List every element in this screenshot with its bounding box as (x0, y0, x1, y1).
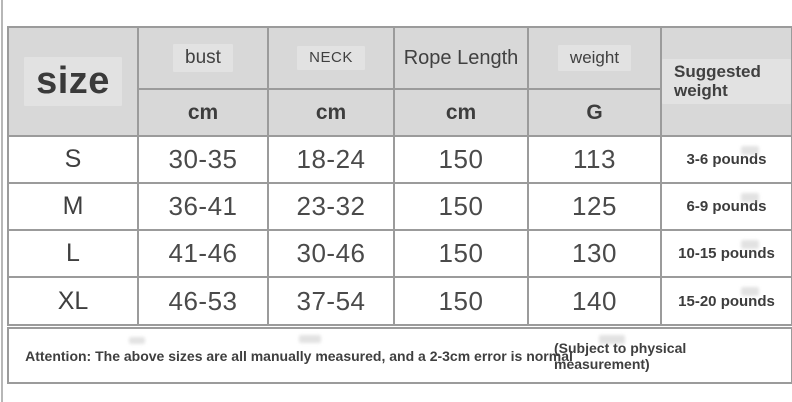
table-row-m-bust: 36-41 (139, 184, 269, 231)
table-row-s-bust: 30-35 (139, 137, 269, 184)
table-row-s-suggested: 3-6 pounds (662, 137, 791, 184)
table-row-s-neck: 18-24 (269, 137, 395, 184)
cell-weight: 130 (572, 238, 617, 268)
header-weight: weight (529, 28, 662, 90)
cell-bust: 46-53 (168, 285, 238, 316)
cell-neck: 23-32 (296, 191, 366, 221)
cell-rope-length: 150 (438, 191, 484, 221)
table-row-m-neck: 23-32 (269, 184, 395, 231)
unit-rope-length-label: cm (445, 100, 477, 124)
cell-size: S (64, 145, 82, 173)
cell-size: L (66, 239, 80, 267)
cell-rope-length: 150 (438, 238, 484, 268)
table-row-l-bust: 41-46 (139, 231, 269, 278)
left-edge-line (1, 0, 3, 402)
unit-neck-label: cm (315, 100, 347, 124)
table-row-l-rope-length: 150 (395, 231, 529, 278)
header-rope-length-label: Rope Length (403, 46, 519, 69)
table-row-xl-size: XL (9, 278, 139, 324)
header-rope-length: Rope Length (395, 28, 529, 90)
cell-rope-length: 150 (438, 144, 484, 174)
header-suggested-weight: Suggested weight (662, 28, 791, 137)
table-row-m-weight: 125 (529, 184, 662, 231)
cell-neck: 18-24 (296, 144, 366, 174)
table-row-l-suggested: 10-15 pounds (662, 231, 791, 278)
header-neck: NECK (269, 28, 395, 90)
cell-neck: 37-54 (296, 285, 366, 316)
table-row-xl-neck: 37-54 (269, 278, 395, 324)
unit-rope-length: cm (395, 90, 529, 137)
unit-weight-label: G (586, 100, 603, 124)
table-row-l-neck: 30-46 (269, 231, 395, 278)
table-row-xl-bust: 46-53 (139, 278, 269, 324)
cell-suggested-weight: 10-15 pounds (678, 245, 775, 262)
size-chart-table: size bust NECK Rope Length weight Sugges… (7, 26, 792, 326)
cell-bust: 30-35 (168, 144, 238, 174)
cell-suggested-weight: 3-6 pounds (686, 151, 767, 168)
unit-bust-label: cm (187, 100, 219, 124)
table-row-xl-rope-length: 150 (395, 278, 529, 324)
cell-weight: 113 (573, 144, 616, 174)
header-weight-label: weight (557, 44, 632, 72)
table-row-m-suggested: 6-9 pounds (662, 184, 791, 231)
table-row-s-weight: 113 (529, 137, 662, 184)
table-row-s-rope-length: 150 (395, 137, 529, 184)
cell-bust: 36-41 (168, 191, 238, 221)
header-size: size (9, 28, 139, 137)
table-row-l-weight: 130 (529, 231, 662, 278)
header-neck-label: NECK (297, 45, 365, 71)
table-row-xl-weight: 140 (529, 278, 662, 324)
cell-suggested-weight: 6-9 pounds (686, 198, 767, 215)
cell-rope-length: 150 (438, 285, 484, 316)
unit-weight: G (529, 90, 662, 137)
cell-neck: 30-46 (296, 238, 366, 268)
cell-suggested-weight: 15-20 pounds (678, 292, 775, 310)
subject-note: (Subject to physical measurement) (554, 339, 687, 372)
header-size-label: size (24, 56, 122, 107)
unit-neck: cm (269, 90, 395, 137)
header-bust: bust (139, 28, 269, 90)
attention-note: Attention: The above sizes are all manua… (25, 347, 573, 364)
cell-size: M (62, 192, 84, 220)
unit-bust: cm (139, 90, 269, 137)
table-row-s-size: S (9, 137, 139, 184)
table-row-xl-suggested: 15-20 pounds (662, 278, 791, 324)
table-row-m-size: M (9, 184, 139, 231)
cell-size: XL (57, 286, 89, 315)
header-bust-label: bust (173, 43, 233, 73)
table-row-l-size: L (9, 231, 139, 278)
cell-weight: 125 (572, 191, 617, 221)
cell-weight: 140 (572, 285, 617, 316)
header-suggested-weight-label: Suggested weight (662, 58, 791, 105)
table-row-m-rope-length: 150 (395, 184, 529, 231)
attention-footer: Attention: The above sizes are all manua… (7, 327, 792, 384)
cell-bust: 41-46 (168, 238, 238, 268)
